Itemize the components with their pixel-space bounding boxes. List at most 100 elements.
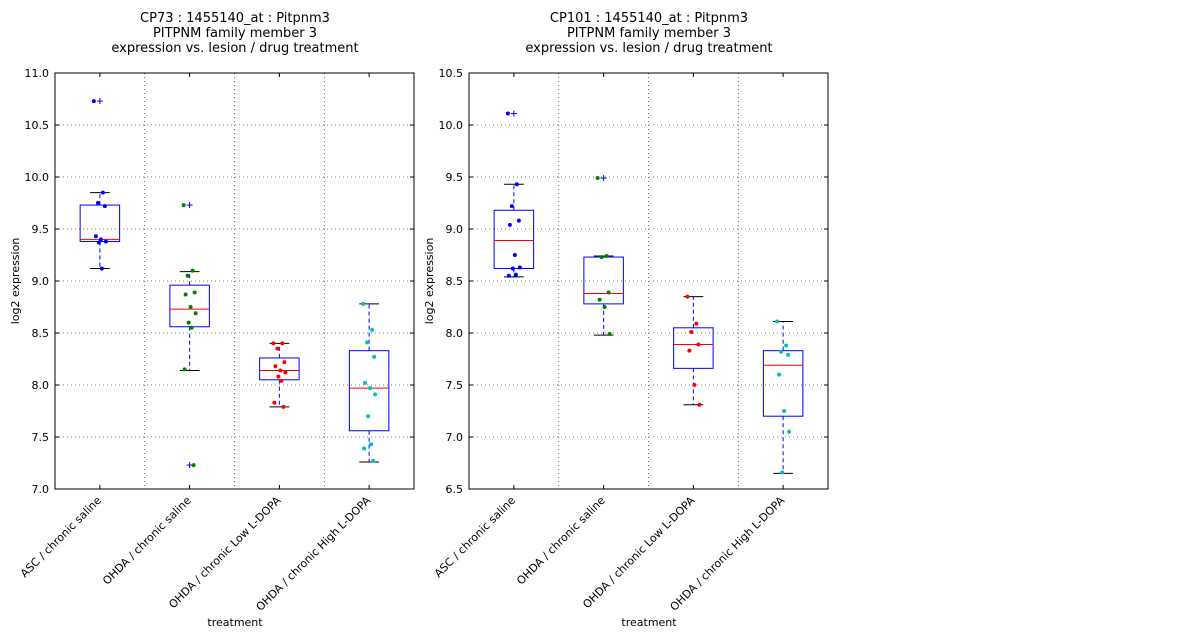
data-point — [516, 218, 521, 223]
data-point — [193, 311, 198, 316]
data-point — [599, 255, 604, 260]
data-point — [780, 470, 785, 475]
data-point — [513, 272, 518, 277]
y-axis-label: log2 expression — [423, 238, 436, 325]
data-point — [369, 442, 374, 447]
data-point — [95, 201, 100, 205]
data-point — [278, 368, 283, 373]
data-point — [282, 360, 287, 365]
x-tick-label: ASC / chronic saline — [18, 494, 104, 580]
data-point — [93, 234, 98, 239]
data-point — [100, 190, 105, 195]
grid — [55, 73, 414, 489]
box-group — [493, 110, 535, 278]
box — [348, 350, 390, 432]
data-point — [279, 378, 284, 383]
data-point — [595, 176, 600, 181]
y-tick-label: 10.5 — [439, 67, 464, 80]
box — [583, 256, 624, 305]
data-point — [775, 319, 780, 324]
data-point — [192, 290, 197, 295]
data-point — [363, 380, 368, 385]
data-point — [271, 341, 276, 346]
y-tick-label: 7.0 — [446, 431, 464, 444]
data-point — [779, 349, 784, 354]
chart-title-line-3: expression vs. lesion / drug treatment — [525, 41, 772, 56]
y-axis-label: log2 expression — [9, 238, 22, 325]
box-group — [762, 319, 804, 475]
y-tick-label: 8.0 — [32, 379, 50, 392]
data-point — [685, 294, 690, 299]
data-point — [604, 254, 609, 259]
data-point — [692, 383, 697, 387]
data-point — [276, 374, 281, 379]
box-group — [348, 301, 390, 463]
y-tick-label: 9.0 — [446, 223, 464, 236]
data-point — [98, 237, 103, 242]
data-point — [607, 332, 612, 337]
y-tick-label: 10.0 — [439, 119, 464, 132]
data-point — [784, 343, 789, 348]
chart-title-line-1: CP73 : 1455140_at : Pitpnm3 — [140, 11, 330, 26]
data-point — [602, 305, 607, 309]
data-point — [777, 372, 782, 377]
plot-frame — [468, 72, 829, 490]
data-point — [366, 414, 371, 419]
data-point — [694, 321, 699, 326]
plot-frame — [54, 72, 415, 490]
box-group — [259, 341, 300, 409]
data-point — [183, 292, 188, 297]
data-point — [507, 222, 512, 227]
y-tick-label: 6.5 — [446, 483, 464, 496]
data-point — [365, 340, 370, 345]
box — [169, 284, 210, 328]
data-point — [512, 253, 517, 257]
chart-title-line-2: PITPNM family member 3 — [567, 26, 731, 41]
data-point — [689, 329, 694, 334]
data-point — [514, 182, 519, 187]
data-point — [272, 400, 277, 405]
y-tick-label: 8.0 — [446, 327, 464, 340]
x-axis-label: treatment — [621, 616, 677, 629]
data-point — [510, 266, 515, 271]
data-point — [786, 352, 791, 357]
y-tick-label: 8.5 — [32, 327, 50, 340]
data-point — [368, 386, 373, 391]
y-tick-label: 8.5 — [446, 275, 464, 288]
chart-title-line-1: CP101 : 1455140_at : Pitpnm3 — [550, 11, 748, 26]
y-tick-label: 7.5 — [446, 379, 464, 392]
box — [762, 350, 804, 417]
data-point — [362, 446, 367, 451]
data-point — [505, 111, 510, 116]
data-point — [370, 327, 375, 332]
data-point — [186, 320, 191, 325]
chart-title-line-3: expression vs. lesion / drug treatment — [111, 41, 358, 56]
data-point — [275, 346, 280, 351]
x-axis-label: treatment — [207, 616, 263, 629]
data-point — [506, 273, 511, 278]
y-tick-label: 9.5 — [446, 171, 464, 184]
data-point — [281, 404, 286, 409]
box-group — [583, 175, 624, 337]
box — [493, 209, 535, 270]
grid — [469, 73, 828, 489]
data-point — [181, 203, 186, 208]
y-tick-label: 10.0 — [25, 171, 50, 184]
data-point — [102, 204, 107, 209]
data-point — [361, 301, 366, 306]
data-point — [273, 364, 278, 369]
data-point — [597, 297, 602, 302]
data-point — [517, 265, 522, 270]
data-point — [787, 429, 792, 434]
x-tick-label: OHDA / chronic saline — [100, 494, 194, 588]
data-point — [182, 367, 187, 372]
data-point — [189, 325, 194, 330]
box-group — [169, 202, 210, 469]
y-tick-label: 11.0 — [25, 67, 50, 80]
box-group — [79, 98, 121, 271]
data-point — [99, 266, 104, 271]
y-tick-label: 10.5 — [25, 119, 50, 132]
y-tick-label: 9.0 — [32, 275, 50, 288]
data-point — [606, 290, 611, 295]
